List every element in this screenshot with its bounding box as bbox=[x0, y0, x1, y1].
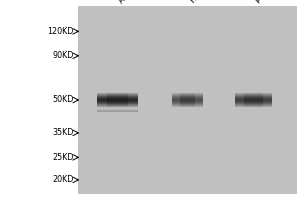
Bar bbox=[172, 106, 203, 107]
Bar bbox=[97, 94, 138, 95]
Bar bbox=[244, 105, 262, 106]
Text: HepG2: HepG2 bbox=[188, 0, 214, 5]
Bar bbox=[235, 100, 272, 101]
Bar bbox=[107, 102, 128, 103]
Text: A549: A549 bbox=[117, 0, 139, 5]
Bar bbox=[180, 96, 195, 97]
Bar bbox=[107, 98, 128, 99]
Bar bbox=[244, 106, 262, 107]
Bar bbox=[180, 95, 195, 96]
Bar bbox=[180, 93, 195, 94]
Bar bbox=[97, 102, 138, 103]
Bar bbox=[172, 97, 203, 98]
Bar bbox=[97, 104, 138, 105]
Bar bbox=[97, 95, 138, 96]
Bar bbox=[235, 96, 272, 97]
Bar bbox=[97, 108, 138, 109]
Bar bbox=[235, 97, 272, 98]
Bar bbox=[244, 102, 262, 103]
Bar bbox=[172, 95, 203, 96]
Text: 50KD: 50KD bbox=[52, 96, 74, 104]
Bar bbox=[97, 110, 138, 111]
Bar bbox=[244, 98, 262, 99]
Bar bbox=[180, 97, 195, 98]
Bar bbox=[244, 97, 262, 98]
Bar bbox=[172, 98, 203, 99]
Bar bbox=[107, 104, 128, 105]
Bar bbox=[244, 100, 262, 101]
Bar bbox=[97, 99, 138, 100]
Bar bbox=[180, 99, 195, 100]
Text: 25KD: 25KD bbox=[52, 153, 74, 162]
Bar bbox=[180, 105, 195, 106]
Bar bbox=[97, 96, 138, 97]
Bar bbox=[235, 102, 272, 103]
Bar bbox=[107, 106, 128, 107]
Bar bbox=[107, 94, 128, 95]
Bar bbox=[235, 98, 272, 99]
Text: 120KD: 120KD bbox=[47, 27, 74, 36]
Bar bbox=[180, 100, 195, 101]
Bar bbox=[172, 105, 203, 106]
Bar bbox=[172, 102, 203, 103]
Bar bbox=[97, 100, 138, 101]
Bar bbox=[107, 101, 128, 102]
Bar bbox=[235, 106, 272, 107]
Bar bbox=[172, 94, 203, 95]
Bar bbox=[97, 107, 138, 108]
Bar bbox=[244, 104, 262, 105]
Bar bbox=[107, 103, 128, 104]
Bar bbox=[180, 103, 195, 104]
Bar bbox=[235, 94, 272, 95]
Bar bbox=[107, 105, 128, 106]
Bar bbox=[107, 100, 128, 101]
Bar bbox=[180, 106, 195, 107]
Bar bbox=[97, 111, 138, 112]
Bar bbox=[172, 103, 203, 104]
Bar bbox=[97, 98, 138, 99]
Bar bbox=[107, 95, 128, 96]
Bar bbox=[107, 96, 128, 97]
Text: 35KD: 35KD bbox=[52, 128, 74, 137]
Text: 20KD: 20KD bbox=[52, 175, 74, 184]
Bar bbox=[172, 101, 203, 102]
Bar bbox=[78, 6, 297, 194]
Bar bbox=[180, 101, 195, 102]
Bar bbox=[180, 98, 195, 99]
Bar bbox=[235, 93, 272, 94]
Bar bbox=[107, 93, 128, 94]
Bar bbox=[244, 101, 262, 102]
Bar bbox=[235, 104, 272, 105]
Bar bbox=[235, 99, 272, 100]
Bar bbox=[235, 105, 272, 106]
Bar bbox=[172, 99, 203, 100]
Bar bbox=[97, 103, 138, 104]
Bar bbox=[172, 96, 203, 97]
Bar bbox=[97, 93, 138, 94]
Bar bbox=[97, 106, 138, 107]
Bar bbox=[235, 101, 272, 102]
Bar bbox=[97, 105, 138, 106]
Text: 90KD: 90KD bbox=[52, 51, 74, 60]
Bar bbox=[97, 101, 138, 102]
Bar bbox=[172, 100, 203, 101]
Bar bbox=[172, 93, 203, 94]
Bar bbox=[172, 104, 203, 105]
Bar bbox=[180, 104, 195, 105]
Bar bbox=[244, 93, 262, 94]
Bar bbox=[235, 95, 272, 96]
Bar bbox=[244, 99, 262, 100]
Bar bbox=[107, 97, 128, 98]
Bar bbox=[244, 103, 262, 104]
Bar bbox=[97, 109, 138, 110]
Bar bbox=[244, 95, 262, 96]
Bar bbox=[97, 97, 138, 98]
Bar bbox=[244, 94, 262, 95]
Bar bbox=[235, 103, 272, 104]
Bar bbox=[107, 99, 128, 100]
Bar bbox=[180, 102, 195, 103]
Bar bbox=[180, 94, 195, 95]
Bar bbox=[244, 96, 262, 97]
Text: PC3: PC3 bbox=[253, 0, 271, 5]
